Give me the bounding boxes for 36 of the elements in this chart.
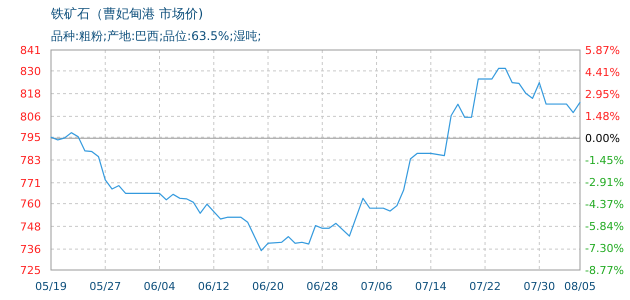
y-tick-label: 736 — [20, 243, 41, 256]
x-tick-label: 06/04 — [144, 280, 176, 293]
y2-tick-label: -4.37% — [585, 198, 624, 211]
y-tick-label: 818 — [20, 88, 41, 101]
y-tick-label: 841 — [20, 44, 41, 57]
x-tick-label: 06/12 — [198, 280, 230, 293]
y2-tick-label: -5.84% — [585, 220, 624, 233]
y2-tick-label: -8.77% — [585, 264, 624, 277]
x-tick-label: 08/05 — [564, 280, 596, 293]
y-tick-label: 748 — [20, 220, 41, 234]
y-tick-label: 760 — [20, 198, 41, 211]
y2-tick-label: 2.95% — [585, 88, 620, 101]
y2-tick-label: 1.48% — [585, 110, 620, 123]
y2-tick-label: 0.00% — [585, 132, 620, 146]
y-tick-label: 771 — [20, 176, 41, 190]
x-tick-label: 07/22 — [469, 280, 501, 293]
y2-tick-label: -7.30% — [585, 242, 624, 255]
x-tick-label: 05/27 — [89, 280, 122, 293]
chart-subtitle: 品种:粗粉;产地:巴西;品位:63.5%;湿吨; — [51, 29, 262, 43]
x-tick-label: 07/14 — [414, 280, 447, 293]
y-tick-label: 725 — [20, 264, 41, 277]
x-tick-label: 05/19 — [35, 280, 67, 293]
y2-tick-label: -1.45% — [585, 154, 624, 167]
y-tick-label: 806 — [20, 110, 41, 124]
x-tick-label: 07/30 — [523, 280, 556, 293]
x-tick-label: 07/06 — [360, 280, 392, 293]
line-series — [50, 68, 581, 252]
x-tick-label: 06/28 — [306, 280, 338, 293]
y-tick-label: 783 — [20, 154, 41, 167]
chart-title: 铁矿石（曹妃甸港 市场价) — [50, 7, 204, 22]
x-tick-label: 06/20 — [252, 280, 284, 293]
y2-tick-label: -2.91% — [585, 176, 624, 189]
y-tick-label: 795 — [20, 131, 41, 144]
y-tick-label: 830 — [20, 64, 41, 78]
y2-tick-label: 5.87% — [585, 44, 620, 57]
y2-tick-label: 4.41% — [585, 66, 620, 79]
